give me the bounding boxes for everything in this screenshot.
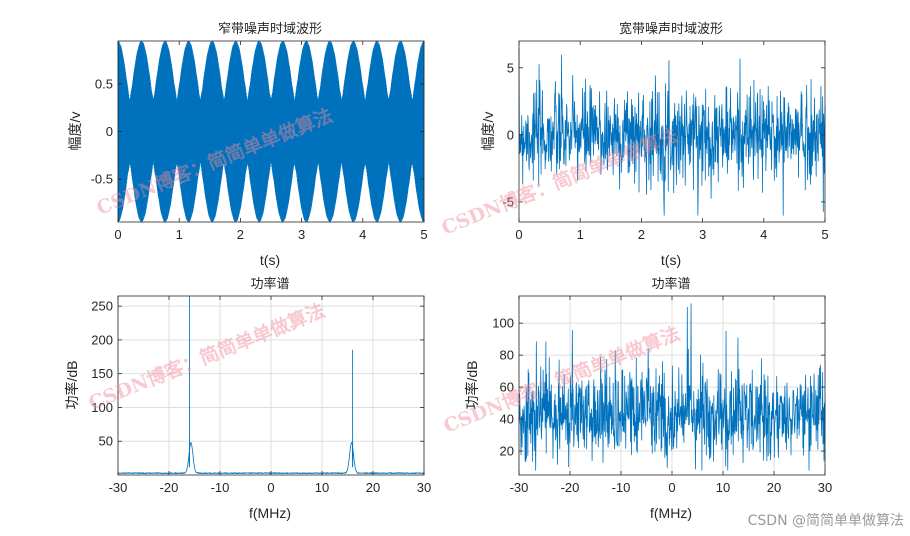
- x-tick-label: -30: [510, 480, 529, 495]
- x-tick-label: -10: [612, 480, 631, 495]
- x-tick-label: 3: [298, 227, 305, 242]
- axes-narrowband-time: 0 1 2 3 4 5 -0.5 0 0.5: [91, 40, 428, 242]
- x-tick-label: 0: [668, 480, 675, 495]
- x-tick-label: 4: [760, 227, 767, 242]
- x-tick-label: 5: [420, 227, 427, 242]
- x-tick-label: 30: [417, 480, 431, 495]
- y-axis-label-wideband-time: 幅度/v: [480, 112, 496, 151]
- y-tick-label: 250: [91, 299, 113, 314]
- x-axis-label-wideband-psd: f(MHz): [650, 505, 692, 521]
- y-tick-label: 0: [507, 127, 514, 142]
- chart-title-narrowband-time: 窄带噪声时域波形: [218, 21, 322, 37]
- x-axis-label-narrowband-psd: f(MHz): [249, 505, 291, 521]
- x-tick-label: 1: [176, 227, 183, 242]
- y-tick-label: 100: [91, 400, 113, 415]
- x-tick-label: 2: [237, 227, 244, 242]
- x-tick-label: 20: [366, 480, 380, 495]
- x-tick-label: 3: [699, 227, 706, 242]
- y-tick-label: 200: [91, 332, 113, 347]
- x-tick-label: 0: [267, 480, 274, 495]
- y-tick-label: 0.5: [95, 76, 113, 91]
- y-tick-label: -0.5: [91, 172, 113, 187]
- x-tick-label: -30: [109, 480, 128, 495]
- y-tick-label: 60: [500, 380, 514, 395]
- x-axis-label-wideband-time: t(s): [661, 252, 681, 268]
- x-tick-label: 20: [767, 480, 781, 495]
- y-axis-label-narrowband-time: 幅度/v: [67, 112, 83, 151]
- x-tick-label: 10: [315, 480, 329, 495]
- chart-title-wideband-psd: 功率谱: [651, 276, 690, 292]
- series-line-group: [117, 40, 425, 223]
- x-tick-label: 10: [716, 480, 730, 495]
- y-tick-label: 50: [99, 434, 113, 449]
- x-tick-label: 2: [638, 227, 645, 242]
- axes-box: [518, 40, 826, 223]
- series-envelope-narrowband-time: [118, 41, 424, 222]
- x-tick-label: 0: [515, 227, 522, 242]
- axes-wideband-time: 0 1 2 3 4 5 -5 0 5: [502, 40, 829, 242]
- series-line-wideband-psd: [518, 303, 826, 471]
- x-tick-label: 1: [577, 227, 584, 242]
- series-line-group: [518, 303, 826, 471]
- x-tick-label: 30: [818, 480, 832, 495]
- x-tick-label: 0: [114, 227, 121, 242]
- series-line-group: [518, 47, 826, 216]
- y-tick-label: 150: [91, 366, 113, 381]
- y-tick-label: 5: [507, 60, 514, 75]
- axes-narrowband-psd: -30 -20 -10 0 10 20 30 50 100 150 200 250: [91, 295, 431, 495]
- y-tick-label: 40: [500, 412, 514, 427]
- series-line-wideband-time: [518, 47, 826, 216]
- axes-wideband-psd: -30 -20 -10 0 10 20 30 20 40 60 80 100: [492, 295, 832, 495]
- y-axis-label-narrowband-psd: 功率/dB: [64, 360, 80, 409]
- y-tick-label: 0: [106, 124, 113, 139]
- x-tick-label: -10: [211, 480, 230, 495]
- y-tick-label: -5: [502, 194, 514, 209]
- x-tick-label: 5: [821, 227, 828, 242]
- chart-title-wideband-time: 宽带噪声时域波形: [619, 21, 723, 37]
- credit-text: CSDN @简简单单做算法: [747, 513, 904, 529]
- x-axis-label-narrowband-time: t(s): [260, 252, 280, 268]
- chart-title-narrowband-psd: 功率谱: [250, 276, 289, 292]
- x-tick-label: 4: [359, 227, 366, 242]
- y-tick-label: 100: [492, 316, 514, 331]
- y-tick-label: 80: [500, 348, 514, 363]
- x-tick-label: -20: [561, 480, 580, 495]
- x-tick-label: -20: [160, 480, 179, 495]
- y-axis-label-wideband-psd: 功率/dB: [464, 360, 480, 409]
- y-tick-label: 20: [500, 444, 514, 459]
